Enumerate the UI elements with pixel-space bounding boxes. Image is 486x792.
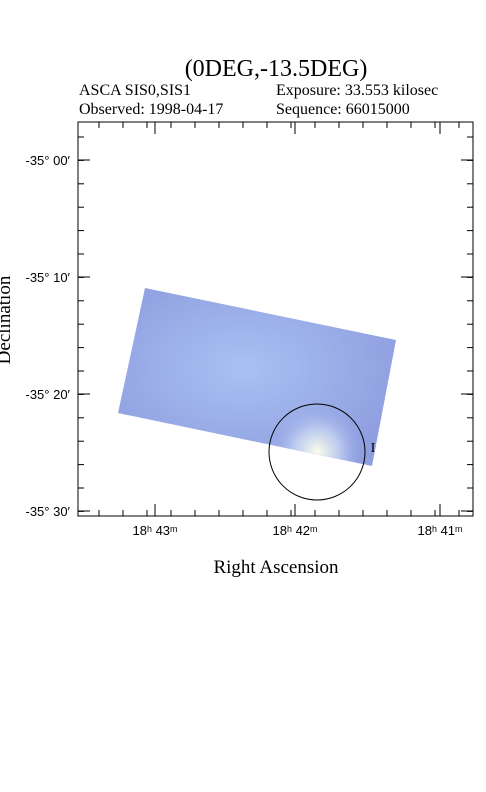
instrument: ASCA SIS0,SIS1 <box>79 82 191 99</box>
y-tick-label: -35° 10′ <box>26 270 71 285</box>
source-region <box>268 403 366 501</box>
observed: Observed: 1998-04-17 <box>79 101 223 118</box>
x-tick-label: 18ʰ 42ᵐ <box>273 523 318 538</box>
plot-frame <box>77 121 474 517</box>
axis-ticks <box>78 122 473 516</box>
title: (0DEG,-13.5DEG) <box>185 56 368 82</box>
sequence: Sequence: 66015000 <box>276 101 410 118</box>
y-tick-label: -35° 20′ <box>26 387 71 402</box>
x-axis-label: Right Ascension <box>213 557 339 578</box>
y-tick-label: -35° 30′ <box>26 504 71 519</box>
annotation: I <box>371 441 376 456</box>
y-axis-label: Declination <box>0 275 15 364</box>
bright-source <box>118 288 396 466</box>
exposure: Exposure: 33.553 kilosec <box>276 82 438 99</box>
x-tick-label: 18ʰ 41ᵐ <box>418 523 463 538</box>
x-tick-label: 18ʰ 43ᵐ <box>133 523 178 538</box>
y-tick-label: -35° 00′ <box>26 153 71 168</box>
